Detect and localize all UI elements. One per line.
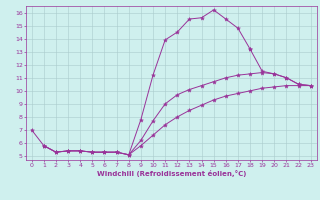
X-axis label: Windchill (Refroidissement éolien,°C): Windchill (Refroidissement éolien,°C) — [97, 170, 246, 177]
